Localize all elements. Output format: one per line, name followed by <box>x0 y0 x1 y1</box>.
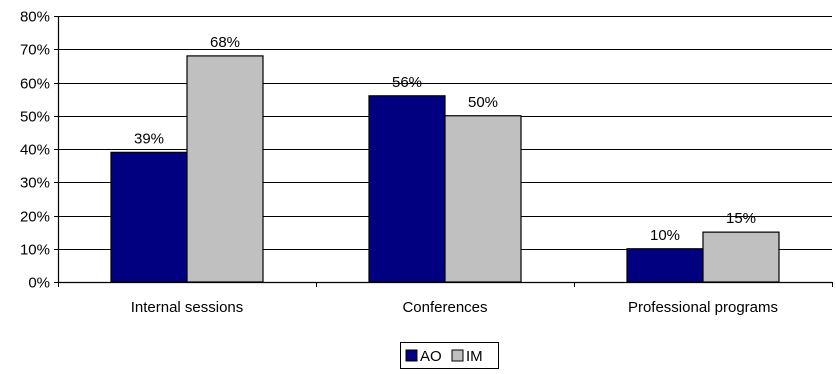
x-tick-label: Conferences <box>402 299 487 316</box>
bar-im-1 <box>444 115 522 283</box>
y-tick-label: 10% <box>20 242 50 259</box>
y-tick-label: 40% <box>20 142 50 159</box>
y-tick-label: 60% <box>20 76 50 93</box>
bar-ao-2 <box>626 248 704 283</box>
x-axis-ticks: Internal sessions Conferences Professional… <box>58 282 833 316</box>
bar-ao-1 <box>368 95 446 283</box>
x-tick-label: Internal sessions <box>131 299 244 316</box>
legend-label-im: IM <box>466 348 483 365</box>
legend-label-ao: AO <box>420 348 442 365</box>
data-label-im-2: 15% <box>726 210 756 227</box>
data-label-im-0: 68% <box>210 34 240 51</box>
legend: AO IM <box>400 342 499 369</box>
bar-ao-0 <box>110 151 188 283</box>
y-tick-label: 80% <box>20 9 50 26</box>
y-axis-ticks: 0% 10% 20% 30% 40% 50% 60% 70% 80% <box>20 9 58 292</box>
bars <box>110 55 780 283</box>
legend-swatch-im <box>451 349 464 362</box>
y-tick-label: 30% <box>20 175 50 192</box>
y-tick-label: 50% <box>20 109 50 126</box>
y-tick-label: 70% <box>20 42 50 59</box>
legend-swatch-ao <box>405 349 418 362</box>
value-labels: 39% 68% 56% 50% 10% 15% <box>134 34 756 244</box>
x-tick-label: Professional programs <box>628 299 778 316</box>
y-tick-label: 0% <box>28 275 50 292</box>
bar-im-0 <box>186 55 264 283</box>
y-tick-label: 20% <box>20 209 50 226</box>
axes <box>57 16 832 284</box>
bar-im-2 <box>702 231 780 283</box>
data-label-im-1: 50% <box>468 94 498 111</box>
data-label-ao-2: 10% <box>650 227 680 244</box>
data-label-ao-1: 56% <box>392 74 422 91</box>
data-label-ao-0: 39% <box>134 130 164 147</box>
